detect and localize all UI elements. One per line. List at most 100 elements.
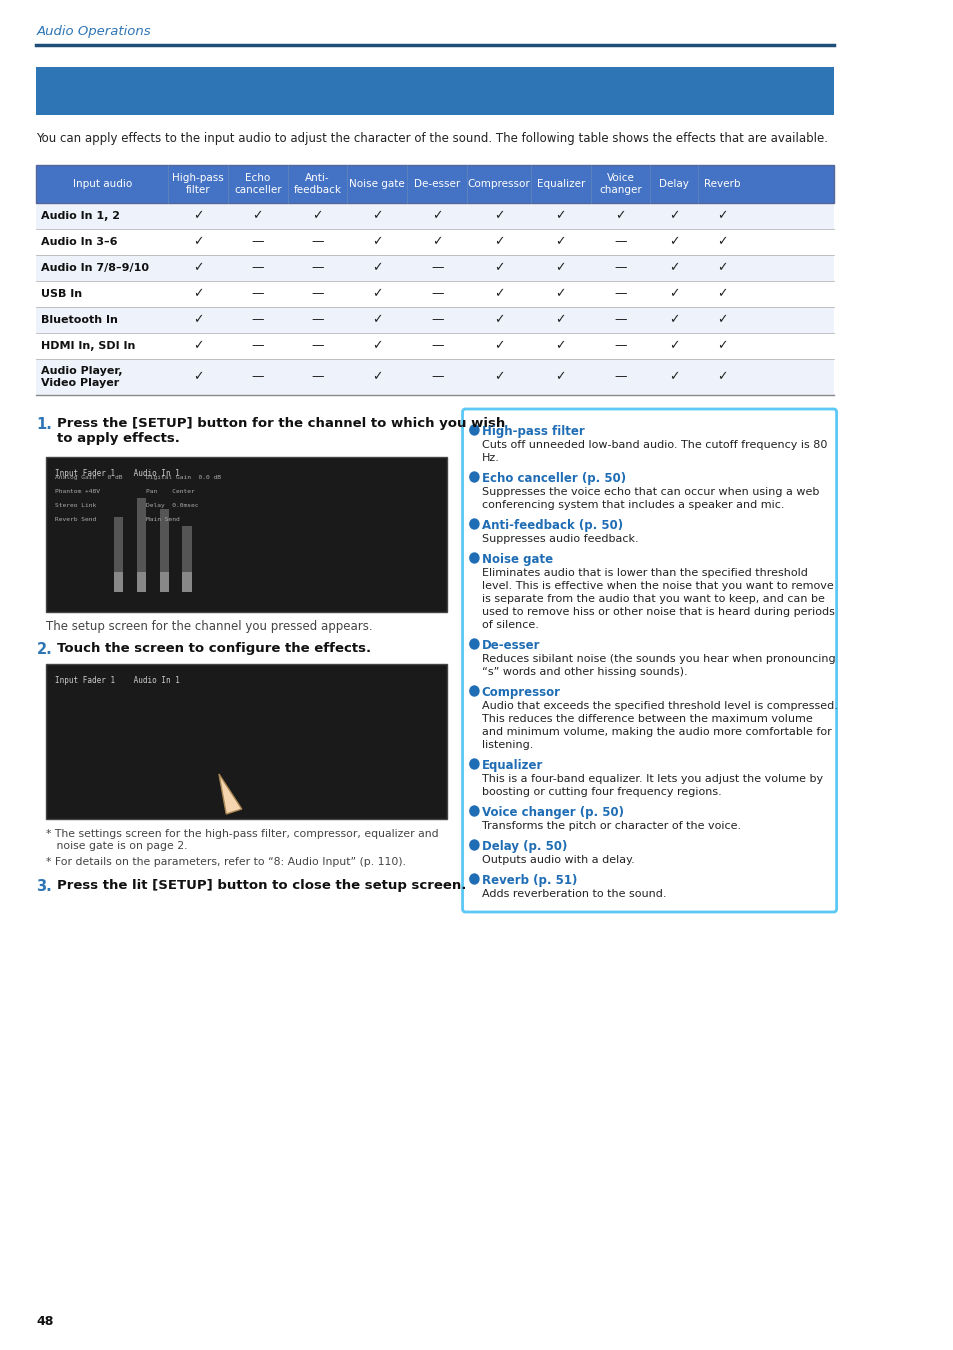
Text: Press the lit [SETUP] button to close the setup screen.: Press the lit [SETUP] button to close th… <box>56 879 465 892</box>
Text: The setup screen for the channel you pressed appears.: The setup screen for the channel you pre… <box>46 620 372 633</box>
Bar <box>36 333 833 359</box>
Text: ✓: ✓ <box>372 339 382 352</box>
Text: ✓: ✓ <box>717 262 727 274</box>
Text: ✓: ✓ <box>668 209 679 223</box>
Text: ✓: ✓ <box>432 209 442 223</box>
Text: Reverb: Reverb <box>703 180 740 189</box>
Text: ✓: ✓ <box>372 209 382 223</box>
Text: Audio In 3–6: Audio In 3–6 <box>41 238 117 247</box>
Text: used to remove hiss or other noise that is heard during periods: used to remove hiss or other noise that … <box>481 608 834 617</box>
Text: —: — <box>311 313 323 327</box>
Text: Voice changer (p. 50): Voice changer (p. 50) <box>481 806 623 819</box>
Text: Suppresses audio feedback.: Suppresses audio feedback. <box>481 535 638 544</box>
Text: ✓: ✓ <box>717 339 727 352</box>
Text: Audio In 7/8–9/10: Audio In 7/8–9/10 <box>41 263 149 273</box>
Text: ✓: ✓ <box>717 288 727 301</box>
Bar <box>159 572 169 593</box>
Text: Noise gate: Noise gate <box>481 554 552 566</box>
Text: Delay (p. 50): Delay (p. 50) <box>481 840 566 853</box>
Text: Touch the screen to configure the effects.: Touch the screen to configure the effect… <box>56 643 371 655</box>
Text: —: — <box>614 288 626 301</box>
Text: ✓: ✓ <box>555 313 565 327</box>
Polygon shape <box>219 774 241 814</box>
Text: * For details on the parameters, refer to “8: Audio Input” (p. 110).: * For details on the parameters, refer t… <box>46 857 405 867</box>
Text: Adds reverberation to the sound.: Adds reverberation to the sound. <box>481 890 665 899</box>
Text: and minimum volume, making the audio more comfortable for: and minimum volume, making the audio mor… <box>481 728 831 737</box>
Text: ✓: ✓ <box>555 262 565 274</box>
Text: ✓: ✓ <box>372 262 382 274</box>
Text: This reduces the difference between the maximum volume: This reduces the difference between the … <box>481 714 812 724</box>
Text: Digital Gain  0.0 dB: Digital Gain 0.0 dB <box>146 475 221 481</box>
Text: —: — <box>431 288 443 301</box>
Text: ✓: ✓ <box>193 262 203 274</box>
Circle shape <box>469 873 478 884</box>
Bar <box>36 230 833 255</box>
Text: ✓: ✓ <box>717 370 727 383</box>
Text: ✓: ✓ <box>494 209 504 223</box>
Text: conferencing system that includes a speaker and mic.: conferencing system that includes a spea… <box>481 500 783 510</box>
Text: —: — <box>252 339 264 352</box>
Text: Voice
changer: Voice changer <box>598 173 641 194</box>
Text: ✓: ✓ <box>668 288 679 301</box>
Bar <box>182 495 192 593</box>
Text: Audio that exceeds the specified threshold level is compressed.: Audio that exceeds the specified thresho… <box>481 701 837 711</box>
Text: ✓: ✓ <box>494 313 504 327</box>
Text: Transforms the pitch or character of the voice.: Transforms the pitch or character of the… <box>481 821 740 832</box>
Text: ✓: ✓ <box>494 235 504 248</box>
Text: Equalizer: Equalizer <box>481 759 542 772</box>
Text: —: — <box>614 370 626 383</box>
Text: —: — <box>252 370 264 383</box>
Text: Applying Effects to Input Audio: Applying Effects to Input Audio <box>51 127 491 151</box>
Bar <box>36 281 833 306</box>
Text: ✓: ✓ <box>312 209 322 223</box>
Text: Phantom +48V: Phantom +48V <box>54 489 100 494</box>
Text: —: — <box>614 339 626 352</box>
Bar <box>46 458 447 612</box>
Bar <box>36 202 833 230</box>
Text: Reverb (p. 51): Reverb (p. 51) <box>481 873 577 887</box>
Bar <box>159 497 169 593</box>
Text: Input audio: Input audio <box>72 180 132 189</box>
Text: ✓: ✓ <box>717 209 727 223</box>
Text: ✓: ✓ <box>555 209 565 223</box>
Circle shape <box>469 425 478 435</box>
Text: ✓: ✓ <box>717 235 727 248</box>
Text: —: — <box>431 370 443 383</box>
Text: Outputs audio with a delay.: Outputs audio with a delay. <box>481 855 634 865</box>
Text: —: — <box>311 339 323 352</box>
Text: —: — <box>614 313 626 327</box>
Text: is separate from the audio that you want to keep, and can be: is separate from the audio that you want… <box>481 594 823 603</box>
Text: —: — <box>311 288 323 301</box>
Text: Bluetooth In: Bluetooth In <box>41 315 118 325</box>
Text: ✓: ✓ <box>494 262 504 274</box>
Text: Anti-feedback (p. 50): Anti-feedback (p. 50) <box>481 518 622 532</box>
Text: ✓: ✓ <box>717 313 727 327</box>
Text: ✓: ✓ <box>668 235 679 248</box>
Text: ✓: ✓ <box>494 339 504 352</box>
Text: ✓: ✓ <box>668 370 679 383</box>
Text: of silence.: of silence. <box>481 620 538 630</box>
Text: ✓: ✓ <box>494 288 504 301</box>
Circle shape <box>469 840 478 850</box>
Text: Stereo Link: Stereo Link <box>54 504 96 508</box>
Bar <box>36 68 833 115</box>
Text: ✓: ✓ <box>253 209 263 223</box>
Text: Compressor: Compressor <box>481 686 560 699</box>
Text: Pan    Center: Pan Center <box>146 489 194 494</box>
Text: ✓: ✓ <box>432 235 442 248</box>
Circle shape <box>469 639 478 649</box>
Bar <box>36 165 833 202</box>
Text: —: — <box>311 262 323 274</box>
Text: ✓: ✓ <box>193 235 203 248</box>
Text: Input Fader 1    Audio In 1: Input Fader 1 Audio In 1 <box>54 468 179 478</box>
Text: ✓: ✓ <box>668 262 679 274</box>
Text: ✓: ✓ <box>193 370 203 383</box>
Text: Compressor: Compressor <box>467 180 530 189</box>
Text: —: — <box>431 339 443 352</box>
Text: —: — <box>614 235 626 248</box>
Text: boosting or cutting four frequency regions.: boosting or cutting four frequency regio… <box>481 787 720 796</box>
Text: ✓: ✓ <box>555 339 565 352</box>
Text: 3.: 3. <box>36 879 52 894</box>
Text: —: — <box>311 235 323 248</box>
Text: Audio In 1, 2: Audio In 1, 2 <box>41 211 120 221</box>
